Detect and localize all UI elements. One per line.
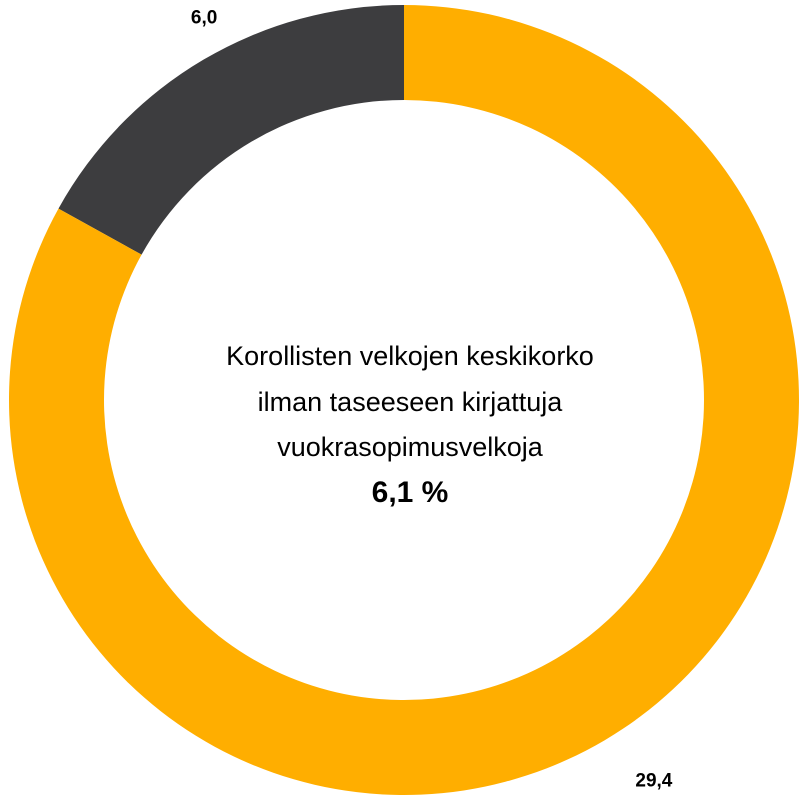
center-text: Korollisten velkojen keskikorko xyxy=(226,341,594,371)
center-text: vuokrasopimusvelkoja xyxy=(277,432,544,462)
data-label: 29,4 xyxy=(635,771,672,792)
data-label: 6,0 xyxy=(191,7,217,28)
center-value: 6,1 % xyxy=(372,476,449,509)
donut-segment xyxy=(58,5,405,255)
center-text: ilman taseeseen kirjattuja xyxy=(258,387,564,417)
